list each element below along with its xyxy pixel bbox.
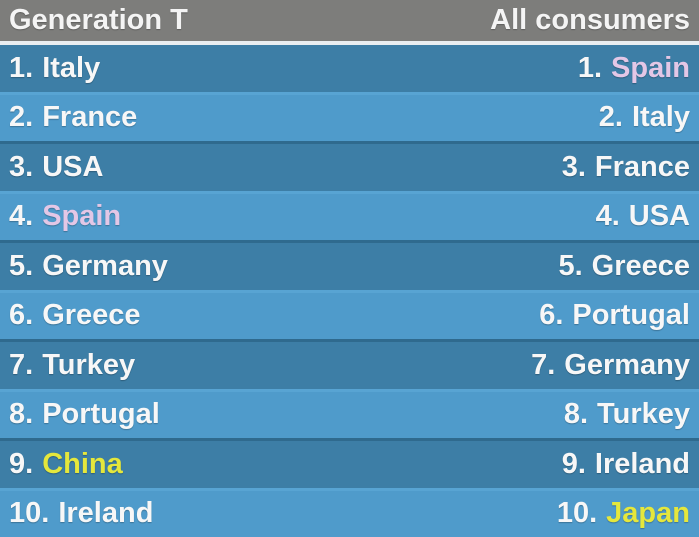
- rank-number: 7.: [9, 348, 34, 381]
- table-row: 2. France 2. Italy: [0, 91, 699, 141]
- generation-t-cell: 8. Portugal: [9, 398, 160, 431]
- rank-number: 6.: [539, 299, 564, 332]
- generation-t-cell: 9. China: [9, 448, 123, 481]
- rank-number: 9.: [561, 447, 586, 480]
- rank-number: 3.: [9, 150, 34, 183]
- table-row: 1. Italy 1. Spain: [0, 45, 699, 92]
- rank-number: 1.: [577, 51, 603, 84]
- country-name: Germany: [564, 348, 690, 381]
- rank-number: 2.: [9, 101, 34, 134]
- country-name: Portugal: [572, 299, 690, 332]
- table-header: Generation T All consumers: [0, 0, 699, 45]
- generation-t-cell: 2. France: [9, 101, 137, 134]
- table-row: 10. Ireland 10. Japan: [0, 487, 699, 537]
- header-generation-t: Generation T: [9, 4, 188, 36]
- country-name: Ireland: [58, 497, 154, 530]
- country-name: China: [42, 447, 123, 480]
- country-name: Greece: [591, 249, 690, 282]
- country-name: Portugal: [42, 398, 160, 431]
- rank-number: 4.: [9, 200, 34, 233]
- table-row: 7. Turkey 7. Germany: [0, 339, 699, 389]
- rank-number: 5.: [558, 249, 583, 282]
- all-consumers-cell: 5. Greece: [558, 250, 690, 283]
- generation-t-cell: 4. Spain: [9, 200, 121, 233]
- generation-t-cell: 3. USA: [9, 151, 103, 184]
- country-name: Ireland: [594, 447, 690, 480]
- rank-number: 3.: [561, 150, 586, 183]
- country-name: Spain: [611, 51, 690, 84]
- rank-number: 10.: [9, 497, 50, 530]
- country-name: Spain: [42, 200, 122, 233]
- country-name: Italy: [42, 51, 101, 84]
- generation-t-cell: 10. Ireland: [9, 497, 153, 530]
- generation-t-cell: 5. Germany: [9, 250, 168, 283]
- table-row: 6. Greece 6. Portugal: [0, 289, 699, 339]
- all-consumers-cell: 8. Turkey: [564, 398, 690, 431]
- country-name: Turkey: [42, 348, 136, 381]
- country-name: USA: [628, 200, 690, 233]
- country-name: Turkey: [597, 398, 690, 431]
- rank-number: 10.: [556, 497, 598, 530]
- table-row: 3. USA 3. France: [0, 141, 699, 191]
- all-consumers-cell: 3. France: [562, 151, 690, 184]
- country-name: Japan: [606, 497, 690, 530]
- all-consumers-cell: 9. Ireland: [562, 448, 690, 481]
- all-consumers-cell: 1. Spain: [578, 52, 690, 85]
- rank-number: 8.: [563, 398, 589, 431]
- table-row: 8. Portugal 8. Turkey: [0, 388, 699, 438]
- rank-number: 7.: [531, 348, 556, 381]
- all-consumers-cell: 10. Japan: [557, 497, 690, 530]
- country-name: France: [42, 101, 138, 134]
- rank-number: 2.: [598, 101, 623, 134]
- all-consumers-cell: 4. USA: [596, 200, 690, 233]
- rank-number: 5.: [9, 249, 34, 282]
- table-row: 5. Germany 5. Greece: [0, 240, 699, 290]
- generation-t-cell: 6. Greece: [9, 299, 141, 332]
- country-name: USA: [42, 150, 104, 183]
- table-row: 9. China 9. Ireland: [0, 438, 699, 488]
- rank-number: 6.: [9, 299, 34, 332]
- country-name: Greece: [42, 299, 141, 332]
- country-name: France: [594, 150, 690, 183]
- rank-number: 4.: [595, 200, 620, 233]
- country-name: Germany: [42, 249, 168, 282]
- rank-number: 9.: [9, 447, 34, 480]
- all-consumers-cell: 6. Portugal: [539, 299, 690, 332]
- generation-t-cell: 7. Turkey: [9, 349, 135, 382]
- table-row: 4. Spain 4. USA: [0, 190, 699, 240]
- header-all-consumers: All consumers: [490, 4, 690, 36]
- table-body: 1. Italy 1. Spain 2. France 2. Italy 3. USA 3…: [0, 45, 699, 537]
- all-consumers-cell: 2. Italy: [599, 101, 690, 134]
- generation-t-cell: 1. Italy: [9, 52, 100, 85]
- country-name: Italy: [631, 101, 690, 134]
- rank-number: 8.: [9, 398, 34, 431]
- all-consumers-cell: 7. Germany: [531, 349, 690, 382]
- rank-number: 1.: [9, 51, 34, 84]
